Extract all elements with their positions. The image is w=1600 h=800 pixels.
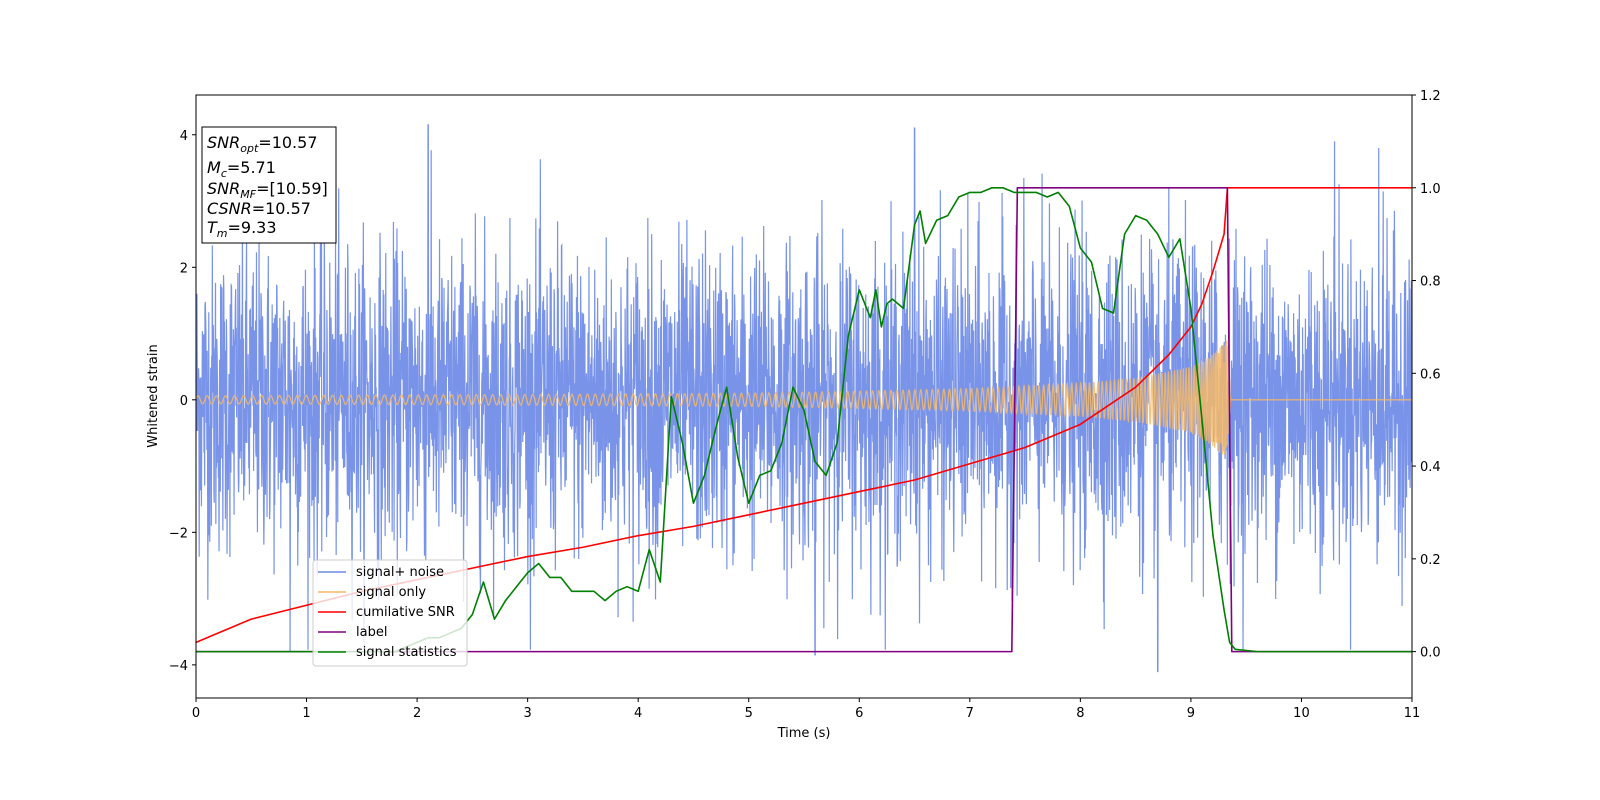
x-tick-label-3: 3 [523, 706, 531, 721]
annotation-box: SNRopt=10.57 Mc=5.71 SNRMF=[10.59] CSNR=… [201, 126, 337, 244]
x-tick-label-6: 6 [855, 706, 863, 721]
y-left-tick-label-4: 4 [180, 129, 188, 144]
annotation-tm: Tm=9.33 [207, 218, 277, 240]
y-left-tick-label-1: −2 [169, 526, 188, 541]
legend: signal+ noise signal only cumilative SNR… [312, 559, 468, 667]
annotation-snr-mf-base: SNR [207, 179, 240, 198]
x-tick-label-9: 9 [1187, 706, 1195, 721]
annotation-snr-opt-sub: opt [240, 142, 259, 155]
legend-label-label: label [356, 625, 387, 640]
y-left-tick-label-3: 2 [180, 261, 188, 276]
annotation-tm-base: T [207, 218, 218, 237]
x-tick-label-11: 11 [1404, 706, 1421, 721]
x-tick-label-4: 4 [634, 706, 642, 721]
legend-label-signal-statistics: signal statistics [356, 645, 457, 660]
legend-frame [312, 559, 468, 667]
x-tick-label-0: 0 [192, 706, 200, 721]
series-signal-only-line [196, 340, 1412, 455]
annotation-snr-mf: SNRMF=[10.59] [207, 179, 328, 201]
annotation-mc-sub: c [221, 167, 227, 180]
legend-label-signal-noise: signal+ noise [356, 565, 444, 580]
annotation-csnr-value: =10.57 [252, 199, 311, 218]
x-axis-ticks: 0 1 2 3 4 5 6 7 8 9 10 11 [192, 698, 1420, 721]
annotation-box-frame [201, 126, 337, 244]
annotation-snr-opt-value: =10.57 [258, 133, 317, 152]
y-right-tick-label-2: 0.4 [1420, 460, 1441, 475]
y-axis-right-ticks: 0.0 0.2 0.4 0.6 0.8 1.0 1.2 [1412, 89, 1441, 661]
annotation-snr-mf-sub: MF [240, 188, 256, 201]
x-tick-label-5: 5 [745, 706, 753, 721]
y-right-tick-label-1: 0.2 [1420, 553, 1441, 568]
y-left-tick-label-2: 0 [180, 394, 188, 409]
x-tick-label-2: 2 [413, 706, 421, 721]
annotation-tm-sub: m [217, 227, 228, 240]
y-right-tick-label-4: 0.8 [1420, 275, 1441, 290]
plot-frame [195, 94, 1413, 699]
series-signal-statistics-line [196, 186, 1412, 653]
x-tick-label-8: 8 [1076, 706, 1084, 721]
annotation-csnr: CSNR=10.57 [207, 199, 311, 218]
x-tick-label-10: 10 [1293, 706, 1310, 721]
legend-label-signal-only: signal only [356, 585, 426, 600]
annotation-snr-mf-value: =[10.59] [256, 179, 328, 198]
y-right-tick-label-5: 1.0 [1420, 182, 1441, 197]
x-tick-label-1: 1 [302, 706, 310, 721]
x-axis-label: Time (s) [777, 726, 831, 741]
y-right-tick-label-6: 1.2 [1420, 89, 1441, 104]
annotation-csnr-base: CSNR [207, 199, 252, 218]
legend-label-cumulative-snr: cumilative SNR [356, 605, 455, 620]
annotation-mc-value: =5.71 [227, 158, 276, 177]
x-tick-label-7: 7 [966, 706, 974, 721]
y-axis-label: Whitened strain [146, 344, 161, 447]
y-right-tick-label-3: 0.6 [1420, 367, 1441, 382]
y-axis-left-ticks: −4 −2 0 2 4 [169, 129, 196, 674]
annotation-snr-opt-base: SNR [207, 133, 240, 152]
annotation-mc: Mc=5.71 [207, 158, 276, 180]
y-right-tick-label-0: 0.0 [1420, 646, 1441, 661]
annotation-mc-base: M [207, 158, 221, 177]
y-left-tick-label-0: −4 [169, 659, 188, 674]
annotation-snr-opt: SNRopt=10.57 [207, 133, 318, 155]
annotation-tm-value: =9.33 [228, 218, 277, 237]
